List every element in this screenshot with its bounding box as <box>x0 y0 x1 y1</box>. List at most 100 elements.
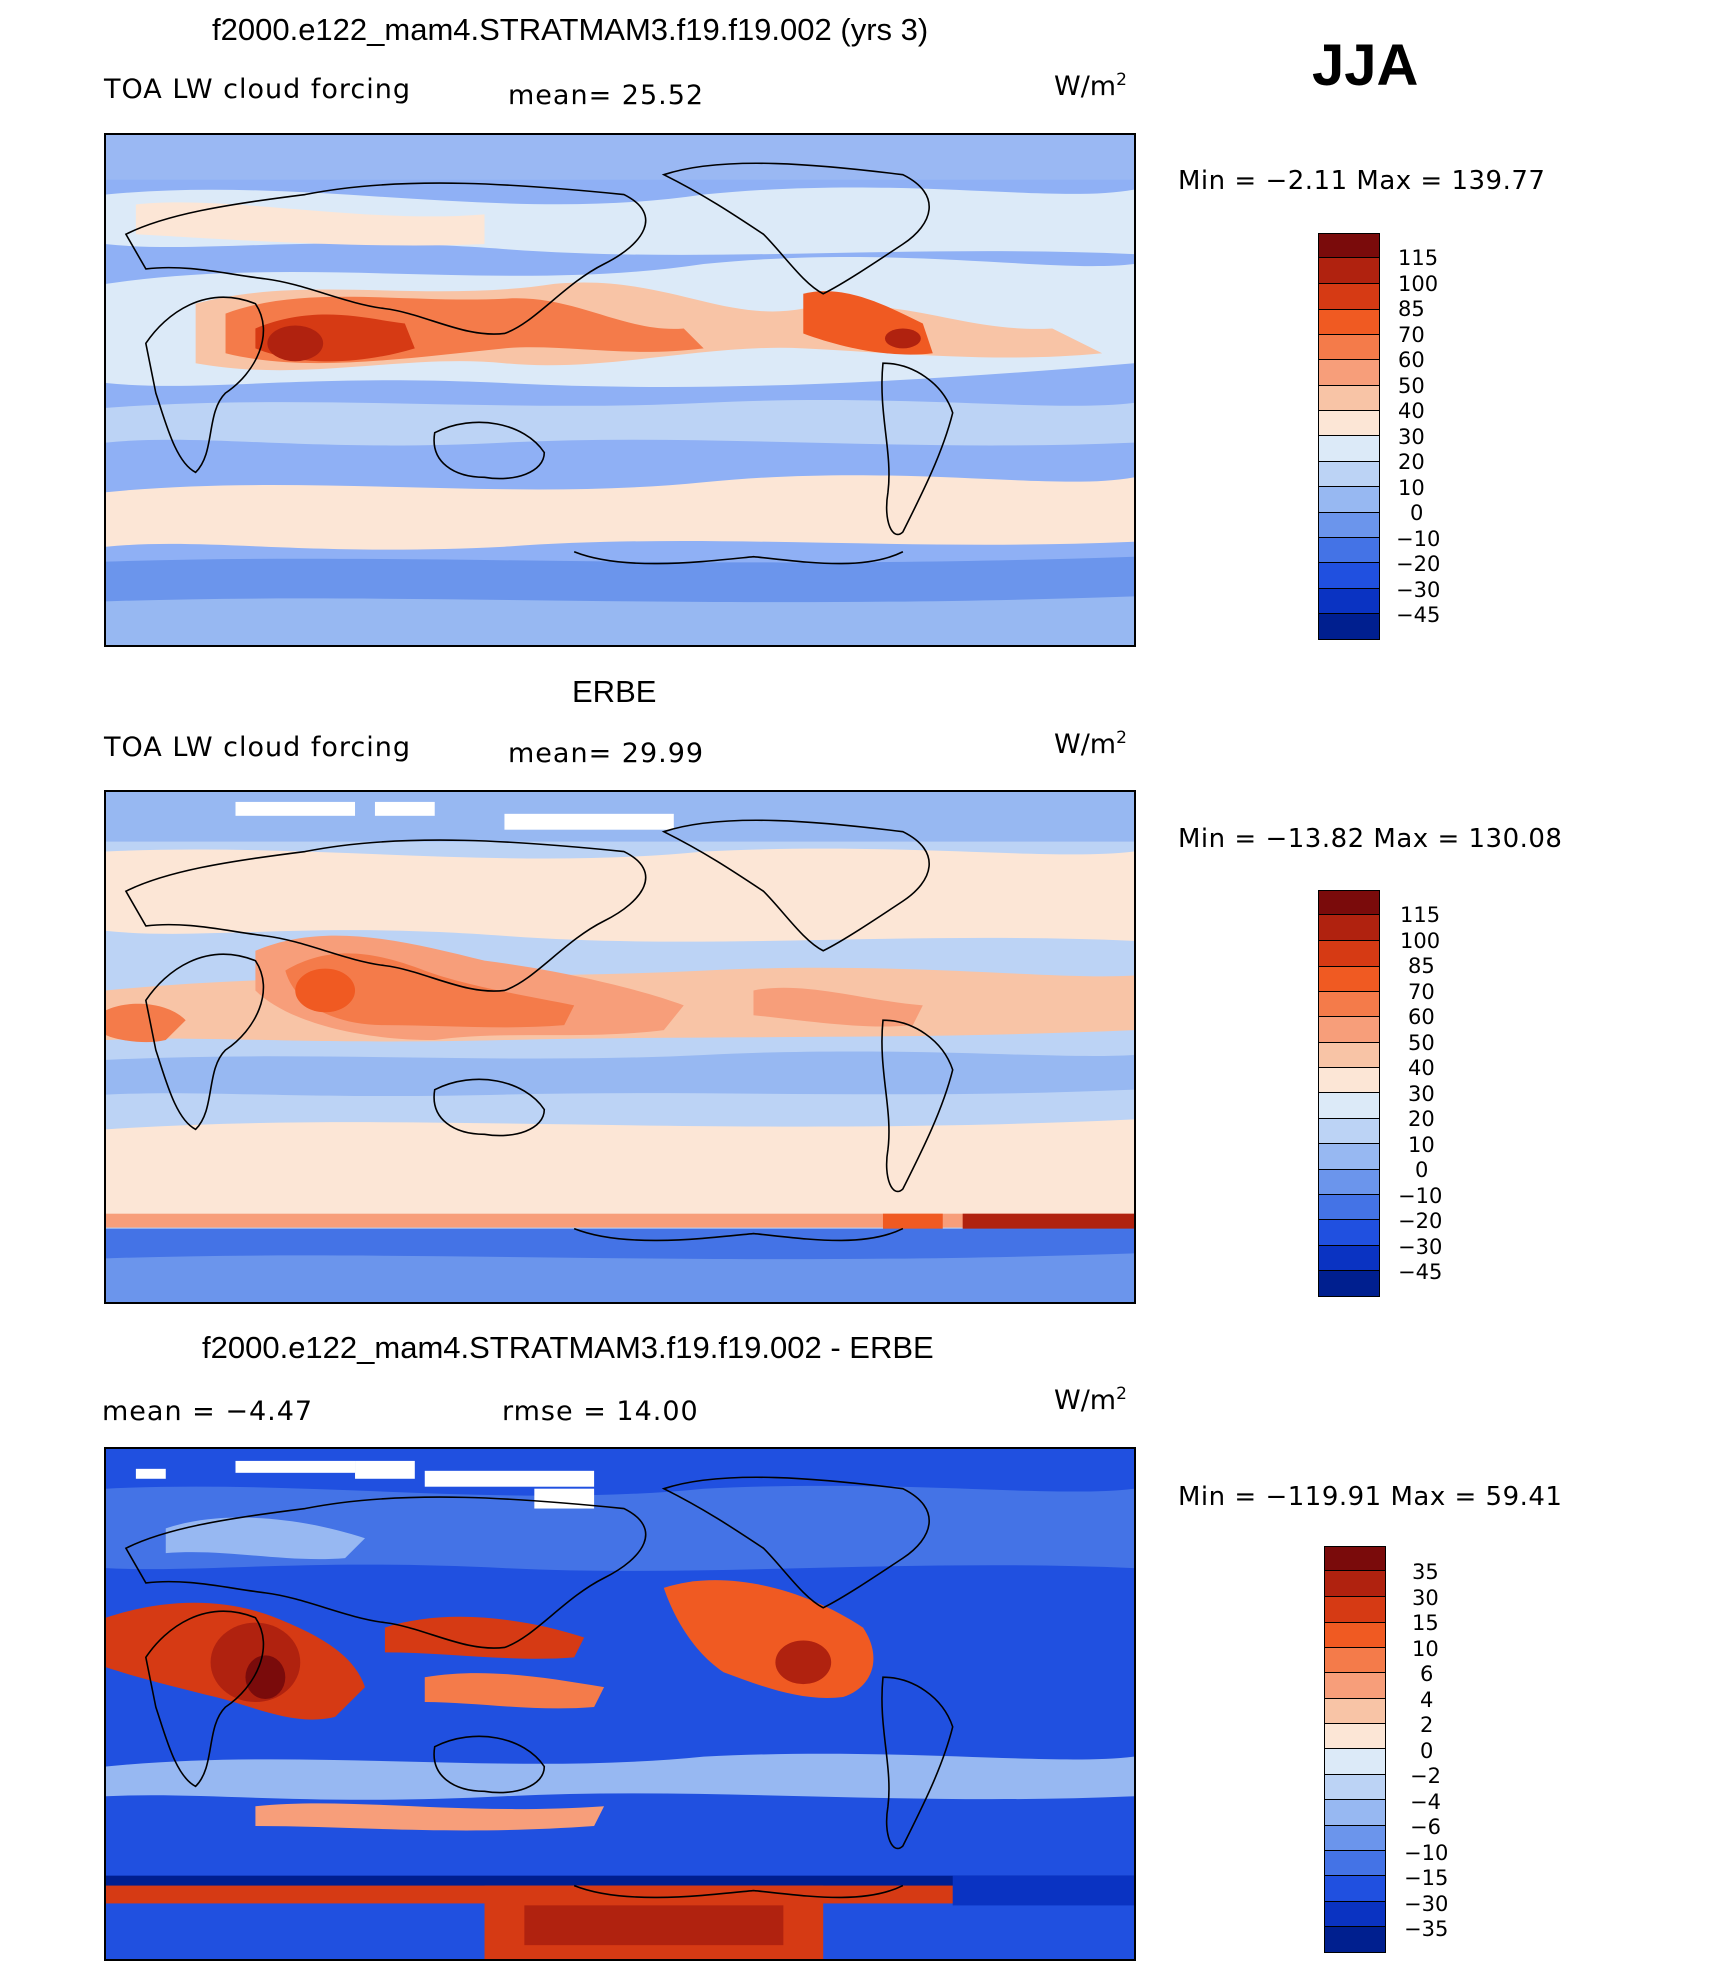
panel3-colorbar-label: 10 <box>1412 1637 1439 1661</box>
colorbar-segment <box>1319 234 1379 258</box>
panel1-map <box>104 133 1136 647</box>
colorbar-segment <box>1319 992 1379 1017</box>
panel1-colorbar-label: 70 <box>1398 323 1425 347</box>
colorbar-segment <box>1325 1876 1385 1902</box>
panel2-colorbar-label: −20 <box>1398 1209 1443 1233</box>
colorbar-segment <box>1319 891 1379 915</box>
panel2-colorbar-label: 20 <box>1408 1107 1435 1131</box>
colorbar-segment <box>1319 1271 1379 1296</box>
colorbar-segment <box>1325 1902 1385 1927</box>
panel2-colorbar-label: 60 <box>1408 1005 1435 1029</box>
colorbar-segment <box>1325 1699 1385 1724</box>
panel3-colorbar-label: 30 <box>1412 1586 1439 1610</box>
panel2-colorbar-label: −30 <box>1398 1235 1443 1259</box>
colorbar-segment <box>1319 1144 1379 1170</box>
panel3-units: W/m2 <box>1054 1384 1127 1416</box>
colorbar-segment <box>1319 1220 1379 1246</box>
panel1-title: f2000.e122_mam4.STRATMAM3.f19.f19.002 (y… <box>212 12 929 47</box>
colorbar-segment <box>1319 589 1379 614</box>
colorbar-segment <box>1325 1571 1385 1597</box>
panel2-colorbar-label: 50 <box>1408 1031 1435 1055</box>
panel1-minmax: Min = −2.11 Max = 139.77 <box>1178 166 1546 196</box>
colorbar-segment <box>1319 614 1379 639</box>
panel1-colorbar-label: 115 <box>1398 246 1439 270</box>
panel2-colorbar-label: 85 <box>1408 954 1435 978</box>
colorbar-segment <box>1325 1623 1385 1648</box>
panel3-colorbar-label: −15 <box>1404 1866 1449 1890</box>
colorbar-segment <box>1319 411 1379 436</box>
panel1-map-field <box>106 135 1134 645</box>
panel2-colorbar-label: −10 <box>1398 1184 1443 1208</box>
colorbar-segment <box>1319 563 1379 589</box>
panel2-variable-label: TOA LW cloud forcing <box>104 732 411 763</box>
panel3-colorbar-label: −4 <box>1410 1790 1441 1814</box>
panel3-colorbar-label: −35 <box>1404 1917 1449 1941</box>
panel1-colorbar-label: −20 <box>1396 552 1441 576</box>
panel3-colorbar-label: −2 <box>1410 1764 1441 1788</box>
panel3-colorbar-label: −6 <box>1410 1815 1441 1839</box>
panel3-colorbar-label: −10 <box>1404 1841 1449 1865</box>
panel2-units: W/m2 <box>1054 728 1127 760</box>
panel3-colorbar <box>1324 1546 1386 1953</box>
panel2-minmax: Min = −13.82 Max = 130.08 <box>1178 824 1563 854</box>
colorbar-segment <box>1319 335 1379 360</box>
panel1-units: W/m2 <box>1054 70 1127 102</box>
panel1-colorbar-label: −10 <box>1396 527 1441 551</box>
colorbar-segment <box>1319 941 1379 967</box>
panel2-colorbar-label: 0 <box>1415 1158 1429 1182</box>
colorbar-segment <box>1319 513 1379 538</box>
colorbar-segment <box>1325 1775 1385 1800</box>
panel2-colorbar-label: 10 <box>1408 1133 1435 1157</box>
panel3-colorbar-label: 15 <box>1412 1611 1439 1635</box>
panel2-map <box>104 790 1136 1304</box>
panel3-map <box>104 1447 1136 1961</box>
season-label: JJA <box>1312 33 1419 98</box>
colorbar-segment <box>1325 1597 1385 1623</box>
panel3-map-field <box>106 1449 1134 1959</box>
panel3-colorbar-label: 4 <box>1420 1688 1434 1712</box>
colorbar-segment <box>1325 1547 1385 1571</box>
panel1-colorbar-label: 10 <box>1398 476 1425 500</box>
colorbar-segment <box>1325 1927 1385 1952</box>
colorbar-segment <box>1319 258 1379 284</box>
panel2-colorbar-label: 100 <box>1400 929 1441 953</box>
panel1-colorbar-label: 100 <box>1398 272 1439 296</box>
panel1-colorbar-label: 30 <box>1398 425 1425 449</box>
panel1-colorbar-label: 85 <box>1398 297 1425 321</box>
panel3-colorbar-label: 2 <box>1420 1713 1434 1737</box>
colorbar-segment <box>1319 310 1379 335</box>
colorbar-segment <box>1319 967 1379 992</box>
colorbar-segment <box>1319 487 1379 513</box>
colorbar-segment <box>1325 1673 1385 1699</box>
colorbar-segment <box>1319 284 1379 310</box>
panel2-colorbar <box>1318 890 1380 1297</box>
panel3-rmse-label: rmse = 14.00 <box>502 1396 699 1427</box>
panel2-map-field <box>106 792 1134 1302</box>
colorbar-segment <box>1325 1826 1385 1851</box>
colorbar-segment <box>1325 1800 1385 1826</box>
colorbar-segment <box>1319 462 1379 487</box>
colorbar-segment <box>1319 1017 1379 1043</box>
panel1-colorbar-label: 40 <box>1398 399 1425 423</box>
panel1-colorbar-label: 60 <box>1398 348 1425 372</box>
colorbar-segment <box>1319 386 1379 411</box>
colorbar-segment <box>1319 1093 1379 1119</box>
panel2-colorbar-label: 30 <box>1408 1082 1435 1106</box>
panel1-colorbar-label: 0 <box>1410 501 1424 525</box>
panel3-mean-label: mean = −4.47 <box>102 1396 314 1427</box>
colorbar-segment <box>1325 1749 1385 1775</box>
panel1-colorbar-label: 50 <box>1398 374 1425 398</box>
colorbar-segment <box>1319 1170 1379 1195</box>
panel3-colorbar-label: 35 <box>1412 1560 1439 1584</box>
panel2-colorbar-label: 40 <box>1408 1056 1435 1080</box>
panel1-colorbar-label: 20 <box>1398 450 1425 474</box>
colorbar-segment <box>1325 1851 1385 1876</box>
panel1-mean-label: mean= 25.52 <box>508 80 705 111</box>
panel3-colorbar-label: 6 <box>1420 1662 1434 1686</box>
colorbar-segment <box>1319 1246 1379 1271</box>
panel2-colorbar-label: 70 <box>1408 980 1435 1004</box>
panel3-colorbar-label: 0 <box>1420 1739 1434 1763</box>
panel3-colorbar-label: −30 <box>1404 1892 1449 1916</box>
colorbar-segment <box>1319 1195 1379 1220</box>
panel1-colorbar <box>1318 233 1380 640</box>
